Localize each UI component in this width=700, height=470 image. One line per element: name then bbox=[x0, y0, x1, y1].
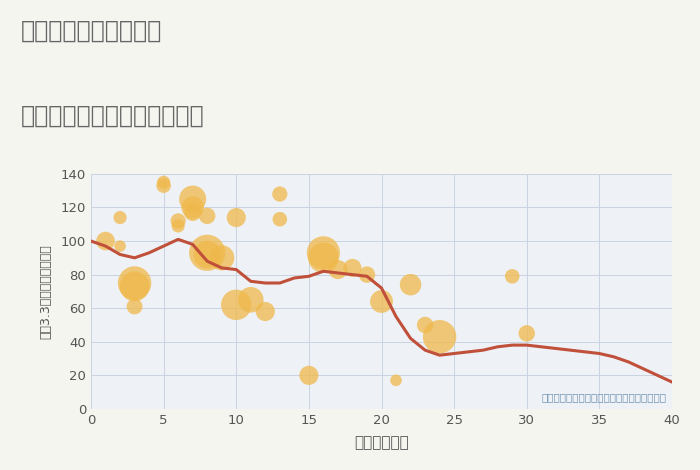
Text: 築年数別中古マンション価格: 築年数別中古マンション価格 bbox=[21, 103, 204, 127]
Point bbox=[434, 333, 445, 340]
Point bbox=[187, 209, 198, 216]
Point bbox=[507, 273, 518, 280]
Point bbox=[274, 215, 286, 223]
Point bbox=[129, 282, 140, 290]
Y-axis label: 坪（3.3㎡）単価（万円）: 坪（3.3㎡）単価（万円） bbox=[39, 244, 52, 339]
Point bbox=[202, 249, 213, 257]
Text: 三重県津市一志町石橋: 三重県津市一志町石橋 bbox=[21, 19, 162, 43]
Point bbox=[245, 296, 256, 304]
Point bbox=[187, 196, 198, 203]
Point bbox=[202, 212, 213, 219]
Text: 円の大きさは、取引のあった物件面積を示す: 円の大きさは、取引のあった物件面積を示す bbox=[541, 392, 666, 402]
Point bbox=[172, 222, 183, 230]
Point bbox=[332, 266, 344, 274]
Point bbox=[202, 251, 213, 258]
Point bbox=[231, 214, 242, 221]
Point bbox=[216, 254, 228, 262]
Point bbox=[158, 179, 169, 186]
Point bbox=[129, 303, 140, 310]
Point bbox=[376, 298, 387, 305]
Point bbox=[318, 249, 329, 257]
Point bbox=[187, 204, 198, 211]
Point bbox=[419, 321, 430, 329]
Point bbox=[274, 190, 286, 198]
Point bbox=[391, 376, 402, 384]
X-axis label: 築年数（年）: 築年数（年） bbox=[354, 435, 409, 450]
Point bbox=[114, 214, 126, 221]
Point bbox=[114, 243, 126, 250]
Point bbox=[129, 279, 140, 287]
Point bbox=[361, 271, 372, 278]
Point bbox=[303, 372, 314, 379]
Point bbox=[158, 182, 169, 189]
Point bbox=[100, 237, 111, 245]
Point bbox=[318, 254, 329, 262]
Point bbox=[172, 217, 183, 225]
Point bbox=[231, 301, 242, 309]
Point bbox=[405, 281, 416, 289]
Point bbox=[346, 264, 358, 272]
Point bbox=[260, 308, 271, 315]
Point bbox=[521, 329, 532, 337]
